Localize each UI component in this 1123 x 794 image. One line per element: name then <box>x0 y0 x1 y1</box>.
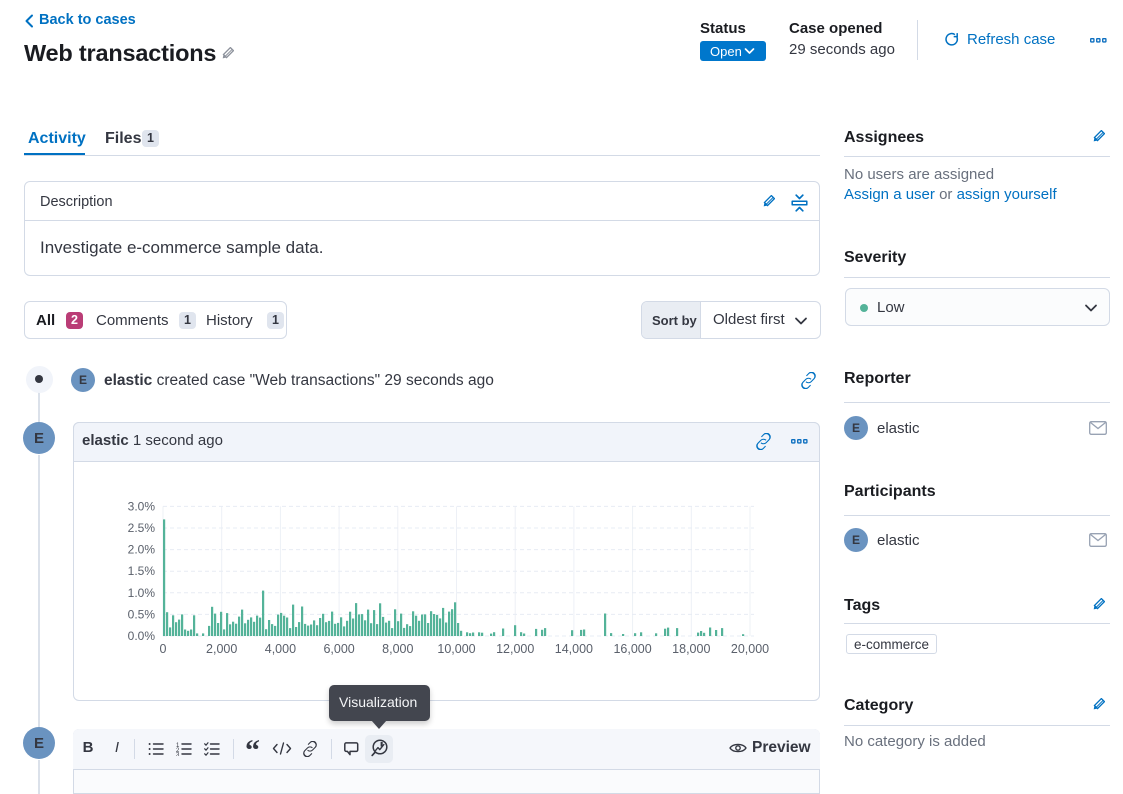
svg-text:1.0%: 1.0% <box>128 586 156 600</box>
svg-text:18,000: 18,000 <box>672 642 710 656</box>
svg-text:0.0%: 0.0% <box>128 629 156 643</box>
svg-text:2.5%: 2.5% <box>128 521 156 535</box>
svg-text:14,000: 14,000 <box>555 642 593 656</box>
svg-text:0.5%: 0.5% <box>128 607 156 621</box>
svg-text:2.0%: 2.0% <box>128 543 156 557</box>
svg-text:3: 3 <box>176 753 180 757</box>
svg-text:2: 2 <box>176 748 180 754</box>
svg-text:0: 0 <box>160 642 167 656</box>
svg-text:3.0%: 3.0% <box>128 499 156 513</box>
svg-text:1.5%: 1.5% <box>128 564 156 578</box>
svg-text:1: 1 <box>176 743 180 749</box>
svg-text:2,000: 2,000 <box>206 642 237 656</box>
svg-text:6,000: 6,000 <box>323 642 354 656</box>
svg-text:20,000: 20,000 <box>731 642 769 656</box>
svg-text:16,000: 16,000 <box>613 642 651 656</box>
svg-text:12,000: 12,000 <box>496 642 534 656</box>
svg-text:8,000: 8,000 <box>382 642 413 656</box>
svg-text:10,000: 10,000 <box>437 642 475 656</box>
svg-text:4,000: 4,000 <box>265 642 296 656</box>
